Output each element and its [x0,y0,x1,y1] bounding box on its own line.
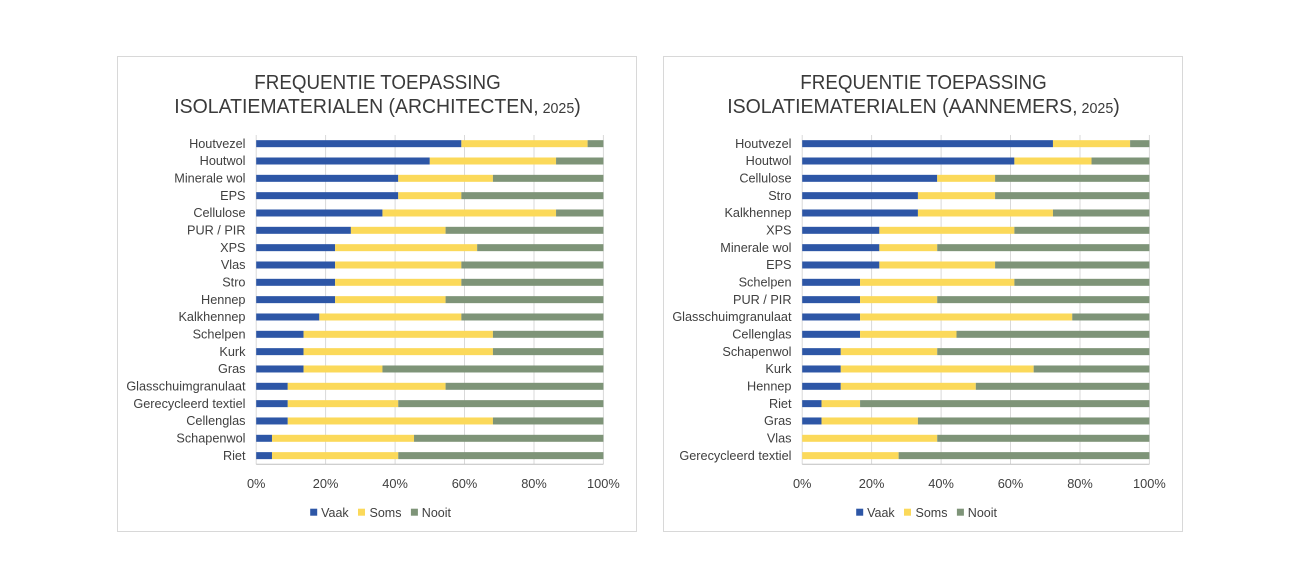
svg-text:Kalkhennep: Kalkhennep [178,310,245,324]
svg-text:Vaak: Vaak [321,506,349,520]
svg-text:Kurk: Kurk [765,362,792,376]
svg-text:EPS: EPS [766,258,791,272]
svg-text:Cellenglas: Cellenglas [186,414,245,428]
svg-text:60%: 60% [998,476,1024,491]
svg-text:FREQUENTIE TOEPASSING: FREQUENTIE TOEPASSING [254,71,500,94]
svg-text:100%: 100% [587,476,620,491]
svg-text:Soms: Soms [916,506,948,520]
svg-text:Cellulose: Cellulose [739,172,791,186]
svg-text:Glasschuimgranulaat: Glasschuimgranulaat [126,380,246,394]
svg-text:Gras: Gras [764,414,792,428]
svg-text:Nooit: Nooit [968,506,998,520]
svg-text:Minerale wol: Minerale wol [720,241,791,255]
svg-text:Cellulose: Cellulose [193,206,245,220]
svg-text:Hennep: Hennep [201,293,245,307]
svg-text:Vlas: Vlas [221,258,246,272]
svg-text:PUR / PIR: PUR / PIR [187,224,246,238]
svg-text:Kurk: Kurk [219,345,246,359]
svg-text:Houtvezel: Houtvezel [189,137,245,151]
svg-text:Houtvezel: Houtvezel [735,137,791,151]
svg-text:XPS: XPS [766,224,791,238]
svg-text:100%: 100% [1133,476,1166,491]
svg-text:Riet: Riet [223,449,246,463]
svg-text:EPS: EPS [220,189,245,203]
svg-text:ISOLATIEMATERIALEN (AANNEMERS,: ISOLATIEMATERIALEN (AANNEMERS, 2025) [727,96,1120,119]
svg-text:80%: 80% [521,476,547,491]
svg-text:Vaak: Vaak [867,506,895,520]
svg-text:Schapenwol: Schapenwol [722,345,791,359]
svg-text:Schelpen: Schelpen [193,328,246,342]
svg-text:Schelpen: Schelpen [739,276,792,290]
svg-text:Minerale wol: Minerale wol [174,172,245,186]
svg-text:ISOLATIEMATERIALEN (ARCHITECTE: ISOLATIEMATERIALEN (ARCHITECTEN, 2025) [174,96,580,119]
svg-text:Glasschuimgranulaat: Glasschuimgranulaat [672,310,792,324]
svg-text:Schapenwol: Schapenwol [176,432,245,446]
svg-text:60%: 60% [452,476,478,491]
svg-text:PUR / PIR: PUR / PIR [733,293,792,307]
svg-text:Houtwol: Houtwol [200,154,246,168]
svg-text:Soms: Soms [370,506,402,520]
svg-text:FREQUENTIE TOEPASSING: FREQUENTIE TOEPASSING [800,71,1046,94]
svg-text:80%: 80% [1067,476,1093,491]
svg-text:40%: 40% [928,476,954,491]
svg-text:Stro: Stro [768,189,791,203]
svg-text:Gerecycleerd textiel: Gerecycleerd textiel [133,397,245,411]
svg-text:Nooit: Nooit [422,506,452,520]
svg-text:Vlas: Vlas [767,432,792,446]
svg-text:0%: 0% [793,476,812,491]
svg-text:0%: 0% [247,476,266,491]
svg-text:Stro: Stro [222,276,245,290]
svg-text:20%: 20% [859,476,885,491]
svg-text:Kalkhennep: Kalkhennep [724,206,791,220]
svg-text:Hennep: Hennep [747,380,791,394]
svg-text:Houtwol: Houtwol [746,154,792,168]
svg-text:40%: 40% [382,476,408,491]
svg-text:XPS: XPS [220,241,245,255]
svg-text:Gras: Gras [218,362,246,376]
svg-text:Cellenglas: Cellenglas [732,328,791,342]
svg-text:20%: 20% [313,476,339,491]
svg-text:Riet: Riet [769,397,792,411]
svg-text:Gerecycleerd textiel: Gerecycleerd textiel [679,449,791,463]
